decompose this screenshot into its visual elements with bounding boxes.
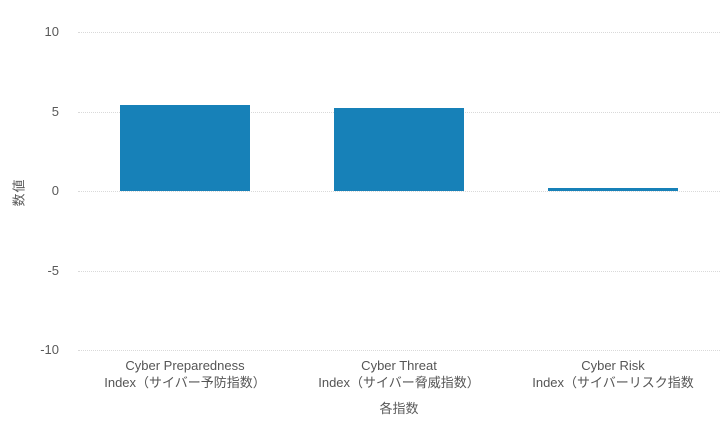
category-label-line2: Index（サイバーリスク指数 [532,375,694,390]
gridline-y--5 [78,270,720,272]
bar-2 [334,108,464,191]
bar-3 [548,188,678,191]
category-label-line1: Cyber Risk [581,358,645,373]
category-label-line1: Cyber Threat [361,358,437,373]
gridline-y-10 [78,32,720,33]
category-label-line2: Index（サイバー予防指数） [104,375,266,390]
x-axis-title: 各指数 [379,401,419,416]
y-tick-label: 5 [51,103,59,119]
y-tick-label: -5 [47,262,59,278]
y-tick-label: -10 [40,342,59,357]
plot-area [78,32,720,351]
gridline-y--10 [78,350,720,351]
category-label-line2: Index（サイバー脅威指数） [318,375,480,390]
bar-1 [120,105,250,191]
gridline-y-0 [78,191,720,192]
y-tick-label: 0 [51,183,59,198]
category-label-line1: Cyber Preparedness [125,358,245,373]
y-tick-label: 10 [44,24,59,39]
